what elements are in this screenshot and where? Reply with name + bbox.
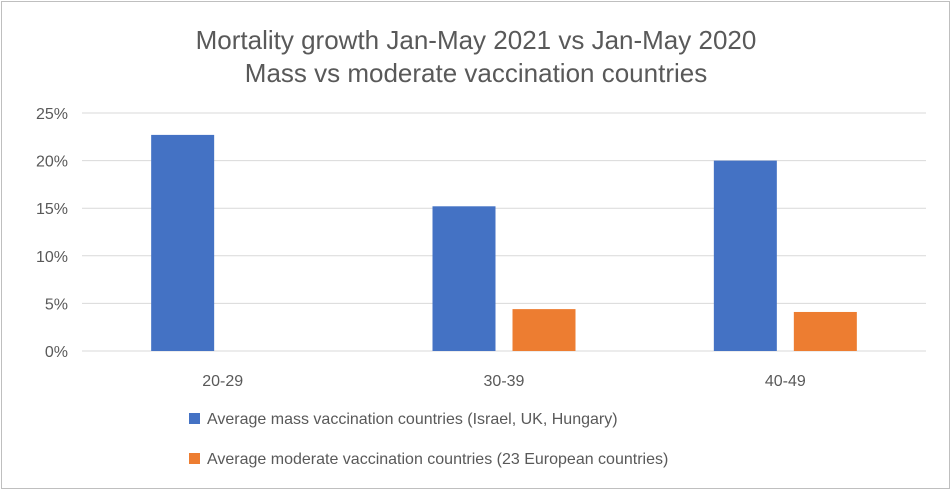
y-tick-label: 0% [45,344,68,361]
y-axis-ticks: 0% 5% 10% 15% 20% 25% [36,106,68,361]
y-tick-label: 10% [36,249,68,266]
gridlines [82,112,926,352]
x-tick-label: 30-39 [484,373,525,390]
bar-mass-20-29 [151,134,215,351]
legend: Average mass vaccination countries (Isra… [189,411,668,468]
legend-label: Average moderate vaccination countries (… [207,451,668,468]
chart-title: Mortality growth Jan-May 2021 vs Jan-May… [196,25,757,55]
bars [151,134,857,351]
x-tick-label: 40-49 [765,373,806,390]
legend-label: Average mass vaccination countries (Isra… [207,411,618,428]
x-tick-label: 20-29 [202,373,243,390]
bar-moderate-30-39 [512,309,576,351]
legend-swatch [189,413,200,424]
y-tick-label: 5% [45,296,68,313]
bar-moderate-40-49 [793,311,857,351]
y-tick-label: 25% [36,106,68,123]
bar-mass-30-39 [432,206,496,351]
x-axis-ticks: 20-29 30-39 40-49 [202,373,806,390]
y-tick-label: 15% [36,201,68,218]
chart-subtitle: Mass vs moderate vaccination countries [245,58,707,88]
legend-swatch [189,453,200,464]
y-tick-label: 20% [36,154,68,171]
bar-mass-40-49 [713,160,777,351]
